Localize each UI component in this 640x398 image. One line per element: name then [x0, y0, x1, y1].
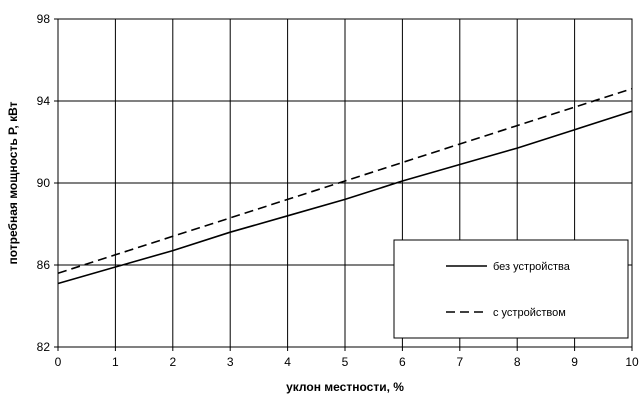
- series-line-dashed: [57, 87, 633, 274]
- y-axis-label: потребная мощность Р, кВт: [6, 101, 20, 264]
- series-line-solid: [57, 110, 633, 285]
- x-axis-ticks: 0 1 2 3 4 5 6 7 8 9 10: [55, 347, 639, 369]
- legend-box: [393, 239, 629, 339]
- x-tick-label: 8: [514, 355, 521, 369]
- y-tick-label: 90: [37, 176, 51, 190]
- x-tick-label: 1: [112, 355, 119, 369]
- legend-label-without-device: без устройства: [493, 261, 571, 273]
- x-tick-label: 3: [227, 355, 234, 369]
- x-tick-label: 6: [399, 355, 406, 369]
- legend: без устройства с устройством: [393, 239, 629, 339]
- x-tick-label: 7: [456, 355, 463, 369]
- y-axis-ticks: 82 86 90 94 98: [37, 12, 58, 354]
- series-layer: [57, 87, 633, 285]
- y-tick-label: 98: [37, 12, 51, 26]
- x-axis-label: уклон местности, %: [286, 380, 404, 394]
- legend-label-with-device: с устройством: [493, 307, 566, 319]
- x-tick-label: 4: [284, 355, 291, 369]
- x-tick-label: 5: [342, 355, 349, 369]
- y-tick-label: 86: [37, 258, 51, 272]
- x-tick-label: 10: [625, 355, 639, 369]
- y-tick-label: 82: [37, 340, 51, 354]
- x-tick-label: 2: [169, 355, 176, 369]
- y-tick-label: 94: [37, 94, 51, 108]
- x-tick-label: 0: [55, 355, 62, 369]
- x-tick-label: 9: [571, 355, 578, 369]
